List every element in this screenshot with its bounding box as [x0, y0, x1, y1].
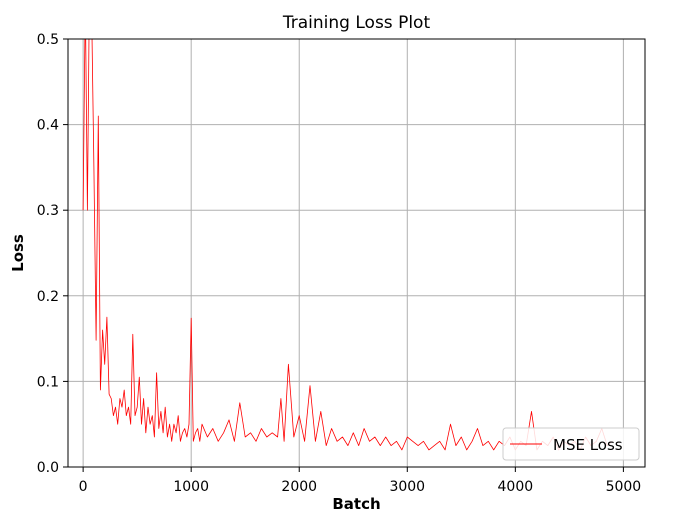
x-tick-label: 2000: [281, 479, 317, 495]
x-axis-label: Batch: [332, 495, 380, 513]
y-axis: 0.0 0.1 0.2 0.3 0.4 0.5: [37, 32, 68, 476]
x-tick-label: 0: [79, 479, 88, 495]
series-layer: [82, 39, 613, 451]
chart-title: Training Loss Plot: [282, 13, 431, 33]
y-axis-label: Loss: [9, 234, 27, 272]
x-axis: 0 1000 2000 3000 4000 5000: [79, 467, 642, 495]
y-tick-label: 0.4: [37, 118, 59, 134]
x-tick-label: 5000: [606, 479, 642, 495]
x-tick-label: 4000: [498, 479, 534, 495]
legend: MSE Loss: [502, 427, 640, 461]
y-tick-label: 0.1: [37, 374, 59, 390]
series-line-mse-loss: [82, 39, 613, 451]
grid: [68, 38, 645, 468]
y-tick-label: 0.2: [37, 289, 59, 305]
y-tick-label: 0.0: [37, 460, 59, 476]
y-tick-label: 0.5: [37, 32, 59, 48]
y-tick-label: 0.3: [37, 203, 59, 219]
legend-label: MSE Loss: [553, 436, 623, 454]
x-tick-label: 1000: [173, 479, 209, 495]
legend-box: [502, 427, 640, 461]
plot-frame: [67, 38, 646, 468]
x-tick-label: 3000: [389, 479, 425, 495]
